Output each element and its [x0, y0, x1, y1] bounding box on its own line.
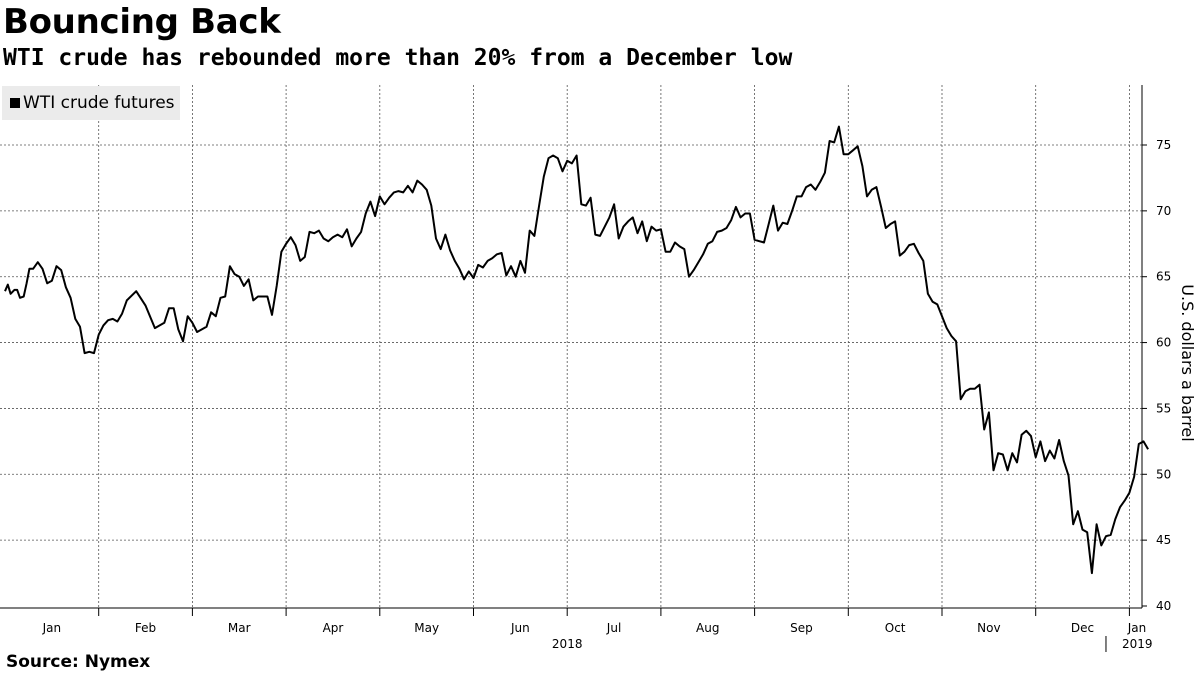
- series-line-wti-crude-futures: [4, 125, 1149, 575]
- x-tick-label: Jan: [42, 621, 62, 635]
- axes: [0, 85, 1143, 609]
- y-tick-label: 55: [1156, 401, 1171, 415]
- y-tick-label: 75: [1156, 138, 1171, 152]
- x-tick-label: Oct: [885, 621, 906, 635]
- year-label-2019: 2019: [1122, 637, 1153, 651]
- y-ticks: 40 45 50 55 60 65 70 75: [1142, 138, 1171, 613]
- x-tick-label: Jul: [606, 621, 621, 635]
- y-tick-label: 50: [1156, 467, 1171, 481]
- x-tick-label: Jun: [510, 621, 530, 635]
- y-tick-label: 65: [1156, 270, 1171, 284]
- series: [4, 125, 1149, 575]
- legend-label-wti: WTI crude futures: [23, 93, 175, 113]
- y-tick-label: 60: [1156, 336, 1171, 350]
- x-tick-label: Mar: [228, 621, 251, 635]
- y-axis-label: U.S. dollars a barrel: [1178, 284, 1197, 441]
- grid: [0, 85, 1142, 608]
- x-tick-label: Jan: [1127, 621, 1147, 635]
- y-tick-label: 70: [1156, 204, 1171, 218]
- x-ticks: Jan Feb Mar Apr May Jun Jul Aug Sep Oct Nov Dec Jan 2…: [42, 608, 1153, 652]
- legend-swatch-wti: [10, 98, 20, 108]
- x-tick-label: Aug: [696, 621, 719, 635]
- y-tick-label: 45: [1156, 533, 1171, 547]
- source-note: Source: Nymex: [6, 652, 151, 672]
- x-tick-label: Feb: [135, 621, 156, 635]
- chart-title: Bouncing Back: [3, 2, 281, 42]
- chart-subtitle: WTI crude has rebounded more than 20% fr…: [3, 45, 793, 71]
- y-tick-label: 40: [1156, 599, 1171, 613]
- x-tick-label: Dec: [1071, 621, 1094, 635]
- x-tick-label: Nov: [977, 621, 1000, 635]
- x-tick-label: Apr: [323, 621, 344, 635]
- legend: WTI crude futures: [2, 86, 180, 120]
- year-label-2018: 2018: [552, 637, 583, 651]
- x-tick-label: Sep: [790, 621, 813, 635]
- x-tick-label: May: [414, 621, 439, 635]
